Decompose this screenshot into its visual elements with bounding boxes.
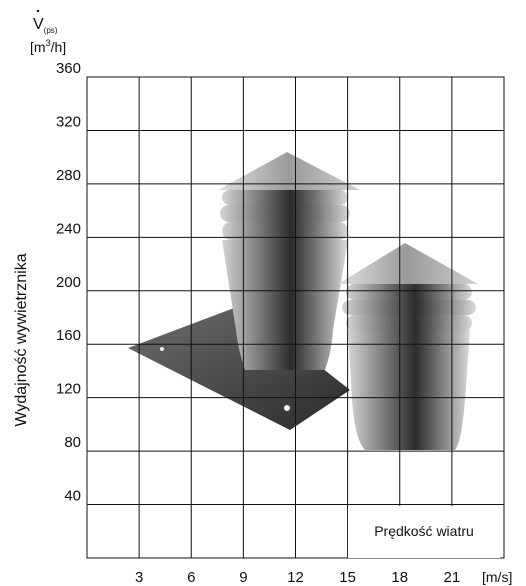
y-tick-label: 160 [56, 327, 81, 344]
y-unit-base: [m [30, 39, 46, 55]
x-unit: [m/s] [482, 569, 512, 585]
small-vent-ring [346, 284, 472, 300]
y-symbol: V(ps) [33, 16, 58, 35]
x-tick-label: 18 [391, 569, 408, 586]
large-vent-ring [220, 205, 350, 222]
y-tick-labels: 40 80 120 160 200 240 280 320 360 [56, 60, 81, 505]
y-tick-label: 120 [56, 381, 81, 398]
small-vent-body [348, 330, 470, 450]
plate-screw-hole [284, 405, 290, 411]
small-vent-ring [342, 300, 476, 315]
plate-screw-hole [160, 347, 164, 351]
y-unit-sup: 3 [46, 38, 51, 48]
base-plate [128, 305, 350, 430]
x-tick-labels: 3 6 9 12 15 18 21 [135, 569, 460, 586]
small-vent-ring [346, 315, 472, 331]
y-tick-label: 40 [64, 488, 81, 505]
x-tick-label: 12 [287, 569, 304, 586]
y-symbol-dot [36, 9, 40, 13]
y-tick-label: 320 [56, 113, 81, 130]
y-unit: [m3/h] [30, 38, 66, 55]
large-vent-ring [222, 190, 348, 205]
ventilator-illustration [128, 152, 478, 450]
annotation-box-bg [348, 506, 500, 558]
y-tick-label: 280 [56, 167, 81, 184]
x-tick-label: 15 [339, 569, 356, 586]
y-tick-label: 240 [56, 220, 81, 237]
x-tick-label: 3 [135, 569, 143, 586]
x-tick-label: 21 [444, 569, 461, 586]
y-symbol-main: V [33, 16, 44, 33]
small-vent-cap [338, 243, 478, 284]
y-axis-label: Wydajność wywietrznika [13, 253, 30, 426]
y-tick-label: 80 [64, 434, 81, 451]
large-vent-cap [218, 152, 360, 190]
large-vent-ring [222, 222, 348, 240]
x-tick-label: 9 [239, 569, 247, 586]
y-unit-rest: /h] [51, 39, 67, 55]
y-tick-label: 200 [56, 274, 81, 291]
y-symbol-sub: (ps) [44, 26, 58, 35]
y-tick-label: 360 [56, 60, 81, 77]
grid [86, 76, 505, 559]
x-tick-label: 6 [187, 569, 195, 586]
large-vent-body [222, 240, 348, 370]
annotation-text: Prędkość wiatru [374, 523, 474, 539]
